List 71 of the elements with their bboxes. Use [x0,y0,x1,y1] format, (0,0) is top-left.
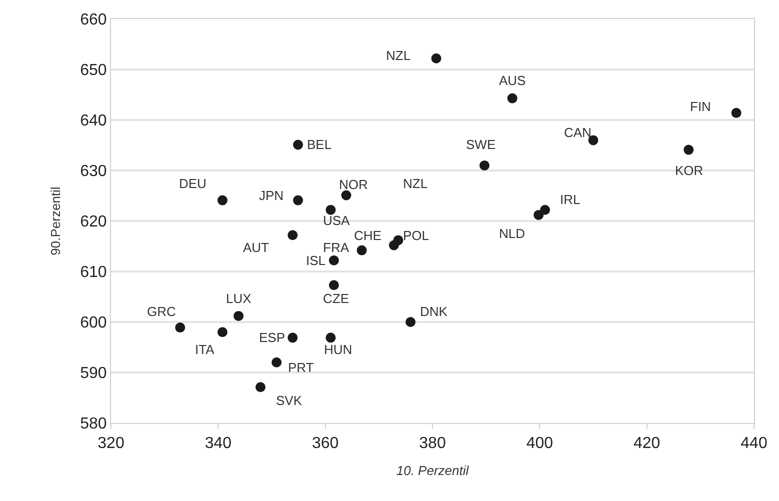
annotation: CZE [323,291,350,306]
x-tick-label: 400 [526,435,554,452]
y-tick-label: 640 [80,112,107,130]
annotation: POL [403,228,430,243]
point [256,382,266,392]
point [328,280,339,290]
annotation: ITA [195,342,215,357]
point [393,235,404,246]
x-axis-title: 10. Perzentil [396,462,470,478]
point [288,230,298,240]
point [507,93,518,104]
point [326,332,336,343]
y-tick-label: 590 [80,365,107,382]
point [328,255,339,266]
x-tick-label: 340 [204,435,232,452]
annotation: JPN [259,188,284,203]
point [684,144,694,155]
point [326,204,336,215]
annotation: AUT [243,240,270,255]
annotation: SVK [276,393,302,408]
annotation: PRT [288,360,314,375]
point [288,332,298,343]
y-tick-label: 580 [80,416,107,433]
point [431,53,442,64]
point [731,108,742,118]
point [217,327,228,338]
annotation: KOR [675,163,704,178]
y-tick-label: 600 [80,314,107,332]
annotation: DNK [420,304,448,319]
annotation: USA [323,213,350,228]
annotation: CAN [564,125,592,140]
annotation: ESP [259,330,286,345]
point [175,322,186,333]
annotation: FIN [690,99,711,114]
annotation: HUN [324,342,352,357]
x-tick-label: 320 [98,435,124,452]
annotation: GRC [147,304,176,319]
y-tick-label: 620 [80,214,107,231]
annotation: NZL [403,176,428,191]
annotation: AUS [499,73,526,88]
annotation: DEU [179,176,206,191]
annotation: IRL [560,192,580,207]
point [293,195,304,206]
annotation: NLD [499,226,526,241]
y-tick-label: 610 [80,264,107,282]
point [341,190,352,200]
point [540,204,550,215]
point [356,245,367,256]
y-tick-label: 630 [80,163,107,180]
point [479,160,490,170]
annotation: CHE [354,228,382,243]
x-tick-label: 440 [740,435,768,452]
annotation: NOR [339,177,368,192]
y-tick-label: 650 [80,62,107,80]
annotation: SWE [466,137,496,152]
annotation: NZL [386,48,411,63]
point [534,210,544,220]
annotation: BEL [307,137,332,152]
point [217,195,228,206]
point [272,357,282,368]
annotation: LUX [226,291,252,306]
point [234,310,244,321]
x-tick-label: 360 [312,435,339,452]
annotation: FRA [323,240,350,255]
point [406,317,416,327]
x-tick-label: 420 [633,435,660,452]
annotation: ISL [306,253,326,268]
y-axis-title: 90.Perzentil [48,186,64,256]
y-tick-label: 660 [80,12,107,29]
point [293,140,304,150]
x-tick-label: 380 [419,435,446,452]
